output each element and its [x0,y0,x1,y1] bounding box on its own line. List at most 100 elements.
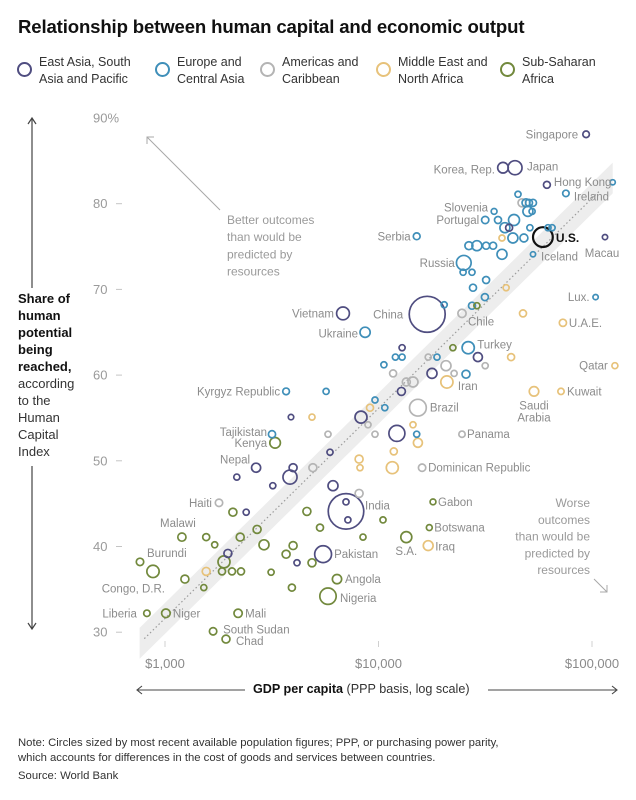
annotation-better-outcomes: predicted by [227,247,292,261]
country-bubble-u-a-e [558,318,568,328]
arrow-up-left-icon [146,136,154,144]
y-axis-title-rest: according to the Human Capital Index [18,376,75,459]
country-bubble [288,462,298,473]
country-bubble-iran [439,375,454,389]
annotation-layer: Better outcomes than would be predicted by… [146,136,608,593]
country-bubble-singapore [581,130,591,139]
country-bubble [228,507,238,518]
country-bubble [201,566,212,577]
country-label: Panama [467,429,510,441]
country-bubble [371,430,379,439]
country-label: Ukraine [318,328,358,340]
country-bubble [412,437,424,449]
country-bubble-s-a [399,530,413,544]
country-bubble [440,300,449,309]
axes-layer: 90% 80 70 60 50 40 30 $1,000 $10,000 $100,000 [27,111,619,695]
annotation-worse-outcomes: predicted by [525,546,590,560]
x-tick-label: $1,000 [145,656,185,671]
country-bubble-pakistan [313,544,333,564]
country-bubble [480,292,490,302]
y-tick-label: 60 [93,368,107,383]
country-label-layer: Singapore Korea, Rep. Japan Hong Kong Irelan… [102,129,620,648]
country-bubble-gabon [429,498,437,506]
country-bubble-saudi-arabia [528,385,540,397]
country-bubble [371,396,379,404]
country-bubble [450,369,458,378]
country-bubble-qatar [611,361,619,370]
country-bubble [364,420,372,429]
chart-title: Relationship between human capital and e… [18,16,525,37]
annotation-worse-outcomes: resources [537,563,590,577]
country-bubble-nigeria [318,587,338,606]
chart-note: Note: Circles sized by most recent avail… [18,736,499,766]
country-bubble-turkey [461,340,476,355]
country-bubble [288,540,298,551]
country-bubble [481,361,490,370]
country-label: Angola [345,574,381,586]
country-bubble [473,301,481,310]
country-label: Lux. [568,292,590,304]
country-bubble [548,223,556,232]
country-bubble [514,190,522,199]
x-tick-label: $100,000 [565,656,619,671]
country-label: Botswana [434,523,485,535]
country-bubble [201,532,211,542]
country-bubble-hong-kong [542,180,552,190]
country-bubble-ireland [561,189,570,198]
country-bubble-russia [455,254,472,271]
country-label: Gabon [438,497,473,509]
legend-label: Middle East and North Africa [398,55,488,86]
legend-circle-icon [500,62,515,77]
annotation-better-outcomes: resources [227,265,280,279]
country-bubble [354,488,364,499]
country-bubble [217,567,227,576]
country-bubble [315,523,325,532]
legend-circle-icon [376,62,391,77]
country-bubble [449,343,457,352]
country-bubble-macau [601,233,609,241]
country-bubble-brazil [408,398,428,417]
country-bubble-slovenia [490,207,498,216]
country-label: U.S. [556,231,579,245]
country-bubble-south-sudan [208,626,218,636]
annotation-worse-outcomes: than would be [515,530,590,544]
country-bubble [468,268,476,277]
country-bubble-haiti [214,498,224,508]
country-bubble-kyrgyz-republic [281,387,291,396]
country-bubble-iceland [529,250,537,258]
country-label: India [365,500,391,512]
country-label: Qatar [579,361,608,373]
country-bubble [380,403,389,412]
annotation-worse-outcomes: Worse [556,496,591,510]
y-tick-label: 50 [93,453,107,468]
country-bubble [481,275,491,285]
annotation-arrow-line [593,578,608,593]
country-bubble-panama [457,430,467,439]
country-bubble-u-s [531,226,554,249]
country-label: Chile [468,316,494,328]
country-bubble-kuwait [556,387,565,396]
country-bubble-tajikistan [267,429,277,439]
country-bubble [308,413,316,421]
country-label: Vietnam [292,308,334,320]
y-tick-label: 70 [93,282,107,297]
y-tick-label: 80 [93,196,107,211]
country-label: Kenya [234,438,267,450]
country-bubble [496,248,508,261]
arrow-up-icon [27,116,37,125]
country-bubble-china [408,295,447,334]
y-tick-label: 90% [93,111,119,126]
country-bubble-kenya [268,436,282,449]
x-axis-title-bold: GDP per capita [253,682,344,696]
country-bubble [506,352,516,362]
country-bubble [544,223,552,232]
country-label: Macau [585,248,620,260]
country-bubble [461,369,471,380]
country-bubble-burundi [135,557,145,567]
country-bubble-india [327,492,365,530]
country-bubble [354,454,364,464]
annotation-arrow-line [146,136,221,211]
country-bubble [287,583,297,592]
country-bubble [223,548,233,559]
country-bubble [493,215,503,225]
